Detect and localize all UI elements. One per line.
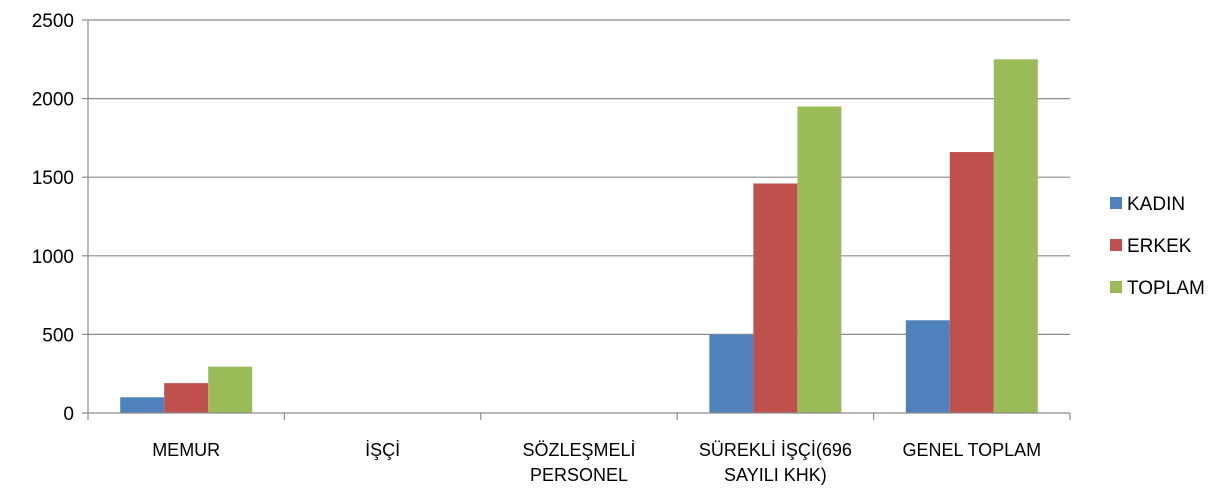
bar-toplam-3 [797,106,842,414]
gridlines [88,19,1070,335]
legend-swatch-kadin [1110,197,1122,209]
x-category-label: MEMUR [152,440,220,460]
bar-kadin-0 [120,397,165,413]
y-tick-label: 0 [63,404,74,425]
x-category-label: GENEL TOPLAM [902,440,1041,460]
y-tick-label: 500 [42,325,74,346]
bars [120,59,1038,414]
y-tick-label: 2500 [32,11,74,32]
x-category-label: SAYILI KHK) [724,465,827,485]
legend-label-erkek: ERKEK [1127,236,1192,257]
x-category-label: İŞÇİ [365,440,400,460]
x-category-label: PERSONEL [530,465,628,485]
y-tick-label: 1500 [32,168,74,189]
bar-erkek-3 [753,183,798,413]
bar-toplam-0 [208,366,253,413]
legend-label-toplam: TOPLAM [1127,278,1205,299]
axes [82,19,1071,420]
y-tick-label: 1000 [32,247,74,268]
legend: KADIN ERKEK TOPLAM [1110,194,1205,299]
bar-erkek-4 [949,152,994,413]
x-category-label: SÖZLEŞMELİ [522,440,635,460]
x-axis-category-labels: MEMUR İŞÇİ SÖZLEŞMELİ PERSONEL SÜREKLİ İŞÇİ(… [152,440,1041,485]
bar-erkek-0 [164,383,209,413]
y-tick-label: 2000 [32,90,74,111]
legend-label-kadin: KADIN [1127,194,1185,215]
x-category-label: SÜREKLİ İŞÇİ(696 [699,440,852,460]
bar-kadin-4 [905,320,950,413]
legend-swatch-erkek [1110,239,1122,251]
legend-swatch-toplam [1110,281,1122,293]
bar-toplam-4 [993,59,1038,414]
y-axis-ticks: 0 500 1000 1500 2000 2500 [32,11,74,425]
bar-kadin-3 [709,334,754,413]
